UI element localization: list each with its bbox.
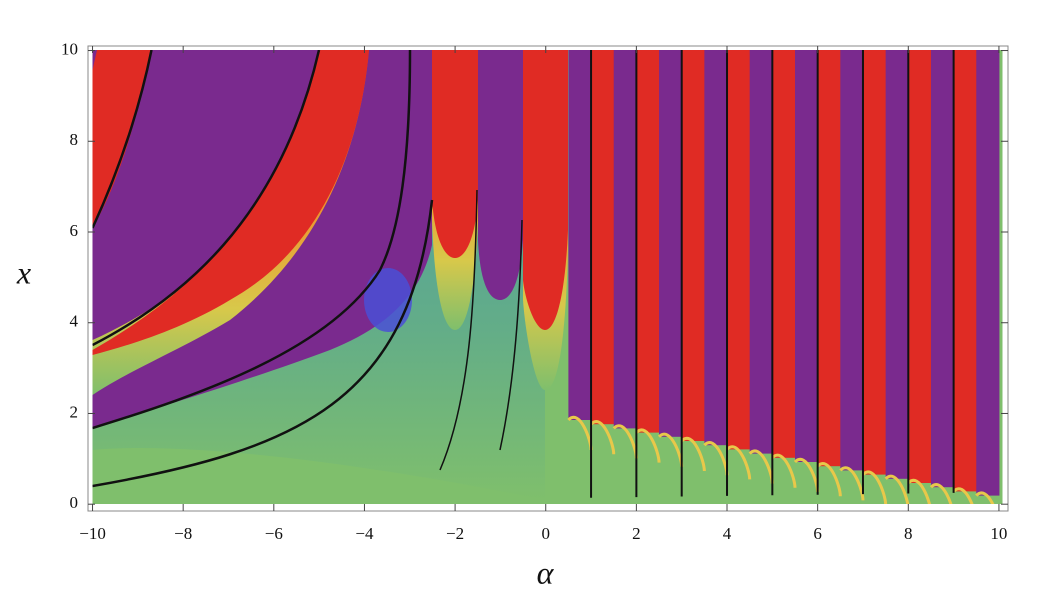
x-tick-label: −6 [265, 524, 283, 543]
field-stripe [727, 50, 751, 450]
field-stripe-edge [635, 428, 661, 463]
density-field [92, 50, 1003, 504]
field-stripe [795, 50, 819, 462]
x-tick-label: 8 [904, 524, 913, 543]
contour-line [439, 189, 478, 471]
x-tick-label: 2 [632, 524, 641, 543]
y-tick-label: 4 [70, 312, 79, 331]
contour-line [92, 199, 434, 488]
field-region [523, 50, 568, 330]
field-stripe-edge [929, 483, 953, 504]
field-stripe [817, 50, 841, 467]
contour-line [92, 50, 321, 347]
field-region [432, 50, 478, 258]
x-tick-label: 4 [723, 524, 732, 543]
contour-line [499, 219, 523, 451]
field-stripe-edge [861, 470, 888, 504]
field-stripe-edge [589, 420, 616, 455]
x-tick-label: 0 [541, 524, 550, 543]
contour-line [92, 50, 412, 430]
plot-frame [87, 45, 1009, 512]
y-tick-label: 8 [70, 130, 79, 149]
field-region [364, 268, 412, 332]
x-tick-label: −4 [355, 524, 374, 543]
field-region [92, 50, 369, 355]
field-stripe [976, 50, 1000, 496]
field-stripe [659, 50, 683, 437]
field-stripe [681, 50, 705, 441]
field-stripe-edge [816, 462, 842, 497]
y-tick-label: 0 [70, 493, 79, 512]
field-stripe [568, 50, 592, 420]
field-contours [92, 50, 523, 488]
x-tick-label: 10 [990, 524, 1007, 543]
field-stripe [930, 50, 955, 488]
field-stripe [953, 50, 977, 492]
y-tick-label: 2 [70, 402, 79, 421]
field-stripe-edge [952, 487, 974, 504]
field-stripe-edge [725, 445, 752, 480]
axes: −10 −8 −6 −4 −2 0 2 4 6 8 10 0 2 4 6 8 10 [61, 39, 1008, 543]
y-tick-label: 6 [70, 221, 79, 240]
field-stripe [840, 50, 864, 471]
field-stripe [613, 50, 637, 429]
field-stripe-edge [907, 478, 931, 504]
field-stripe [772, 50, 796, 458]
field-stripes [567, 50, 1000, 504]
field-stripe [749, 50, 773, 454]
field-stripe [591, 50, 615, 425]
x-tick-label: −8 [174, 524, 192, 543]
x-tick-label: −2 [446, 524, 464, 543]
field-stripe-edge [680, 436, 706, 472]
field-stripe-edge [975, 491, 995, 504]
field-stripe-edge [771, 453, 797, 488]
y-tick-label: 10 [61, 39, 78, 58]
contour-line [92, 50, 153, 229]
x-tick-label: −10 [79, 524, 106, 543]
field-stripe [704, 50, 728, 446]
field-stripe [862, 50, 887, 475]
field-stripe-edge [884, 474, 910, 504]
field-stripe [636, 50, 660, 433]
x-tick-label: 6 [813, 524, 822, 543]
field-region [478, 50, 523, 300]
field-stripe-edge [839, 466, 865, 501]
field-region [92, 50, 152, 228]
field-stripe [908, 50, 932, 483]
y-axis-title: x [16, 254, 31, 290]
x-axis-title: α [537, 554, 555, 590]
field-stripe [885, 50, 909, 479]
